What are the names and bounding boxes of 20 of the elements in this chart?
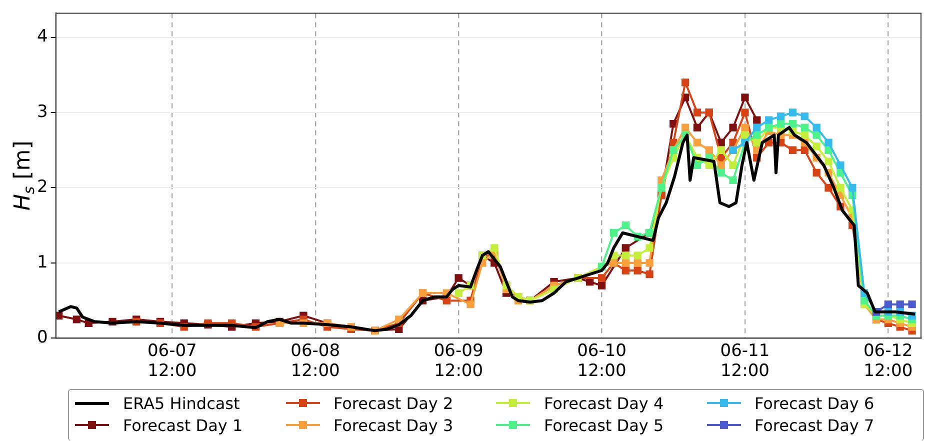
y-tick-label: 3	[36, 102, 48, 122]
y-tick-label: 0	[36, 328, 48, 348]
y-axis-title: Hs [m]	[10, 140, 38, 211]
x-tick-label: 06-08 12:00	[290, 340, 340, 382]
x-tick-label: 06-07 12:00	[147, 340, 197, 382]
legend-label: Forecast Day 5	[544, 416, 664, 434]
x-tick-label: 06-12 12:00	[863, 340, 913, 382]
x-tick-label: 06-09 12:00	[434, 340, 484, 382]
legend-label: Forecast Day 6	[754, 394, 874, 412]
legend-label: ERA5 Hindcast	[123, 394, 240, 412]
legend-label: Forecast Day 7	[754, 416, 874, 434]
legend-label: Forecast Day 1	[123, 416, 243, 434]
x-tick-label: 06-11 12:00	[720, 340, 770, 382]
legend-label: Forecast Day 4	[544, 394, 664, 412]
y-tick-label: 2	[36, 177, 48, 198]
x-tick-label: 06-10 12:00	[577, 340, 626, 382]
y-tick-label: 4	[36, 26, 48, 47]
legend-label: Forecast Day 3	[334, 416, 454, 434]
legend-label: Forecast Day 2	[334, 394, 454, 412]
y-tick-label: 1	[36, 252, 48, 272]
